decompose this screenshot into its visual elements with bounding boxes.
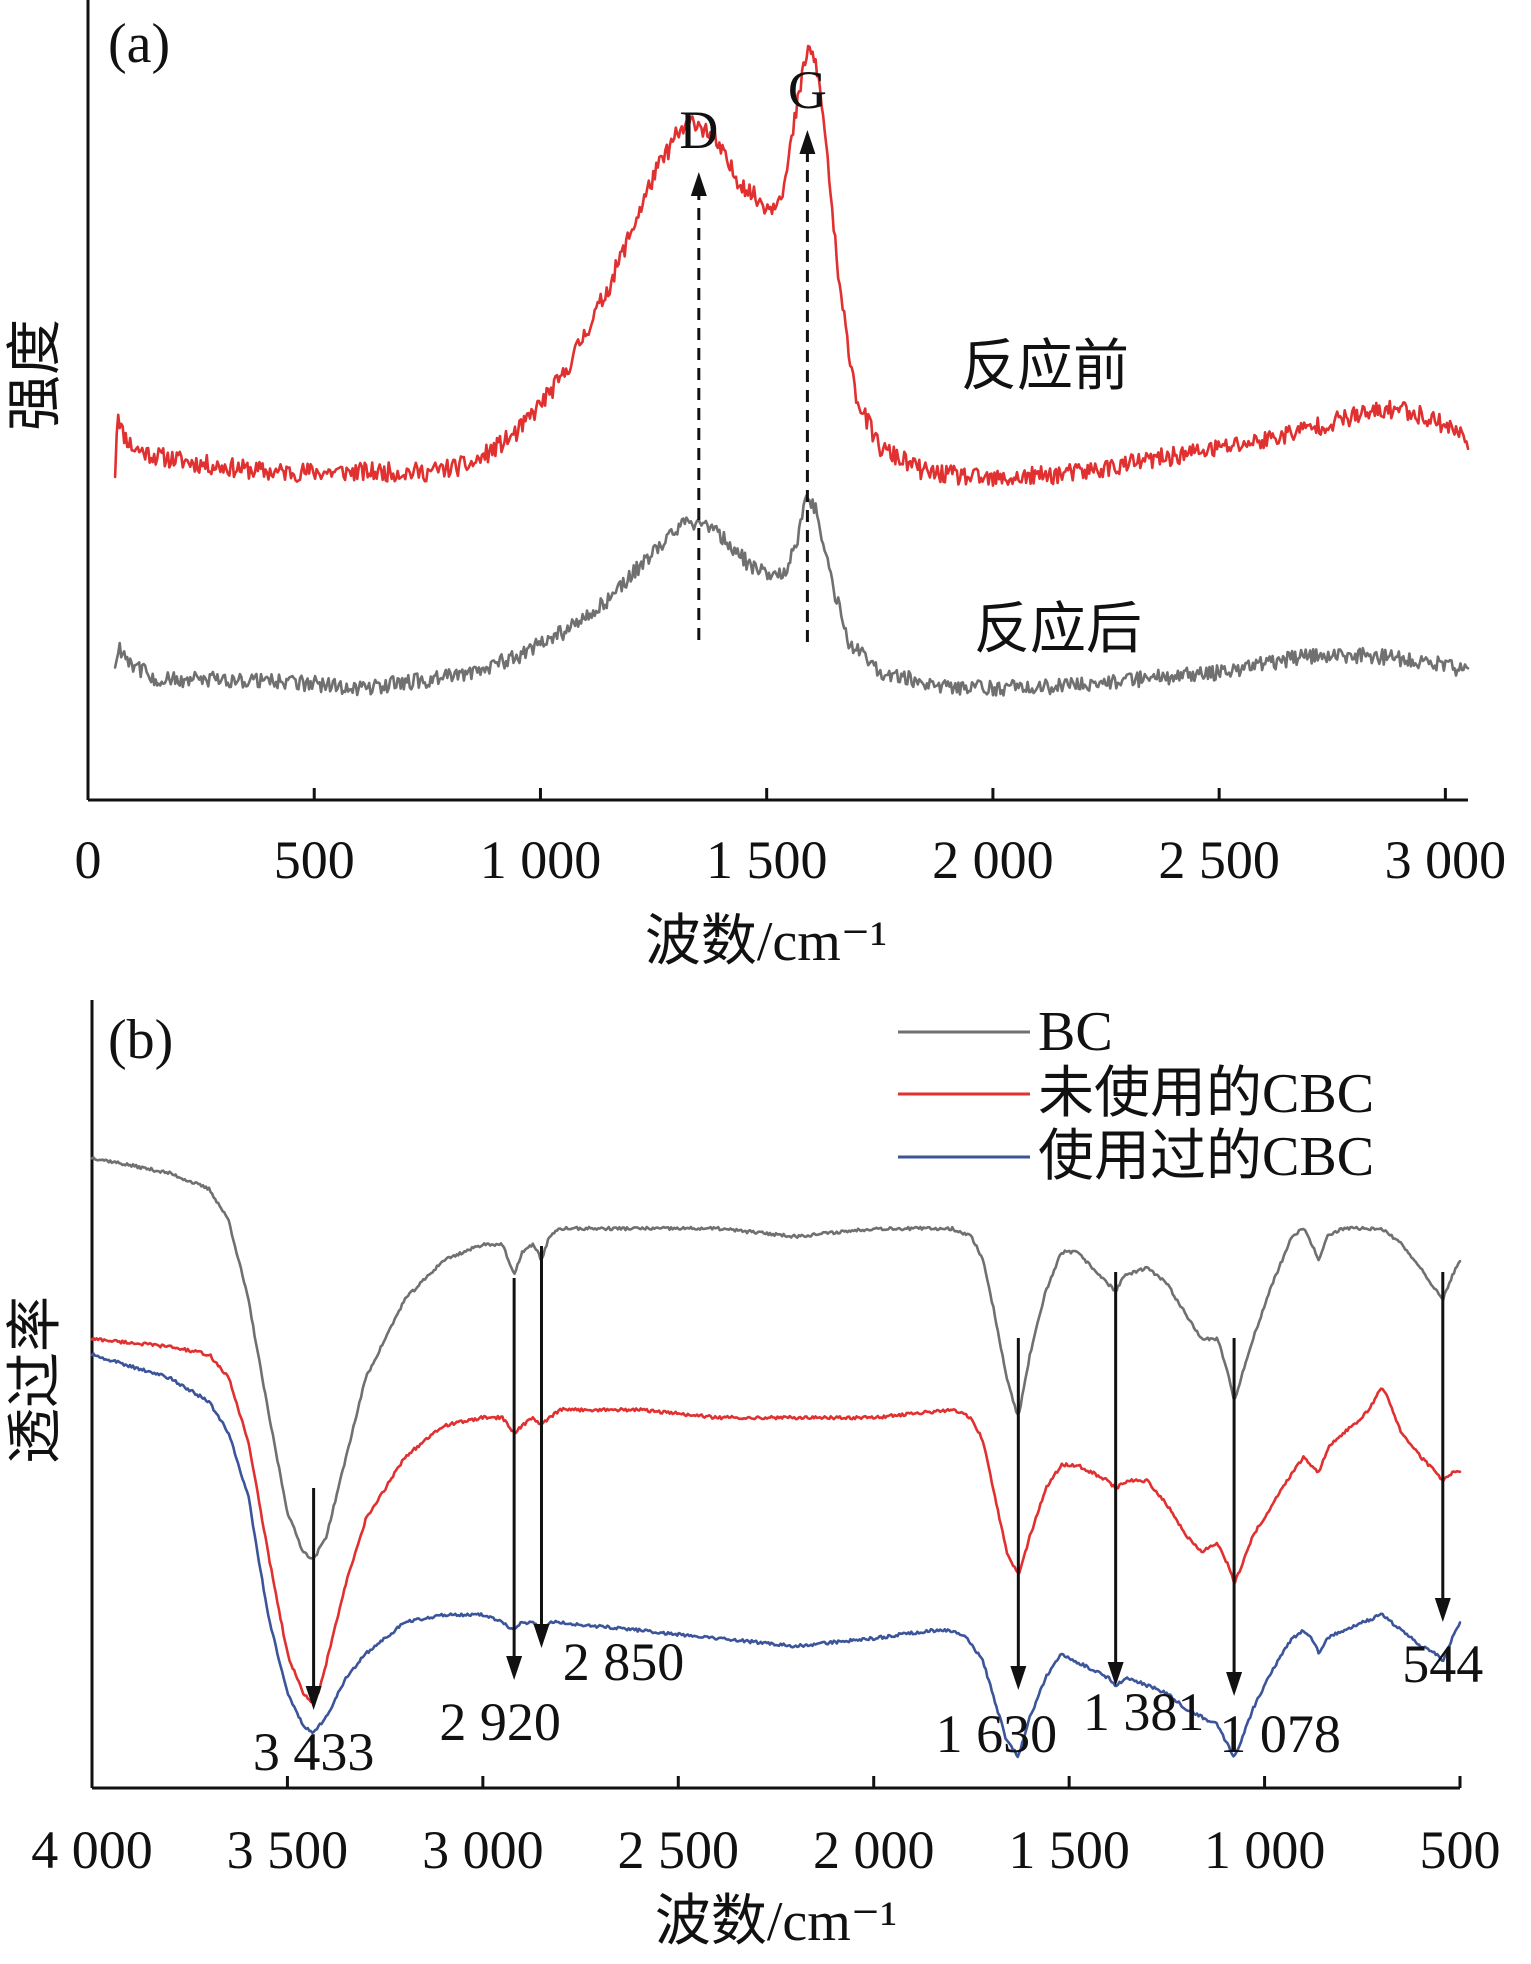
x-tick-label: 500	[274, 830, 355, 890]
peak-arrow-head	[1226, 1672, 1243, 1696]
peak-label: 544	[1402, 1634, 1483, 1694]
x-tick-label: 3 000	[422, 1820, 544, 1880]
peak-arrow-head	[1107, 1662, 1124, 1686]
panel-b-y-axis-title: 透过率	[5, 1296, 67, 1464]
annotation-after-reaction: 反应后	[974, 599, 1142, 661]
peak-label: 2 920	[439, 1692, 561, 1752]
peak-label: 1 381	[1083, 1682, 1205, 1742]
x-tick-label: 2 500	[1158, 830, 1280, 890]
peak-label: 2 850	[563, 1632, 685, 1692]
panel-a-series-group	[113, 44, 1470, 697]
peak-arrow-head	[305, 1686, 322, 1710]
peak-label: 1 078	[1219, 1704, 1341, 1764]
x-tick-label: 1 000	[1204, 1820, 1326, 1880]
legend-label: BC	[1038, 1001, 1113, 1063]
peak-label-G: G	[788, 60, 827, 120]
annotation-before-reaction: 反应前	[961, 336, 1129, 398]
x-tick-label: 2 000	[932, 830, 1054, 890]
series-line-b-0	[90, 1156, 1462, 1560]
panel-a-x-axis-title: 波数/cm⁻¹	[645, 911, 887, 973]
series-line-a-0	[113, 44, 1470, 487]
panel-b-x-ticks	[90, 1776, 1462, 1788]
panel-b-x-tick-labels: 4 000 3 500 3 000 2 500 2 000 1 500 1 000 500	[31, 1820, 1500, 1880]
x-tick-label: 0	[75, 830, 102, 890]
panel-b-series-group	[90, 1156, 1462, 1759]
panel-a-x-ticks	[86, 788, 1447, 800]
panel-a-y-axis-title: 强度	[5, 319, 67, 431]
series-line-a-1	[113, 494, 1470, 697]
panel-b-ftir-chart: (b) 4 000 3 500 3 000 2 500 2 000 1 500 1 000 5…	[5, 1000, 1501, 1953]
x-tick-label: 3 500	[227, 1820, 349, 1880]
x-tick-label: 1 500	[706, 830, 828, 890]
series-line-b-1	[90, 1336, 1462, 1704]
peak-arrow-head	[533, 1624, 550, 1648]
panel-b-label: (b)	[108, 1009, 173, 1071]
panel-a-raman-chart: (a) 0 500 1 000 1 500 2 000 2 500 3 000 波数/cm⁻…	[5, 0, 1506, 973]
x-tick-label: 2 500	[618, 1820, 740, 1880]
panel-a-label: (a)	[108, 13, 170, 75]
legend-label: 未使用的CBC	[1038, 1063, 1374, 1125]
x-tick-label: 4 000	[31, 1820, 153, 1880]
panel-a-x-tick-labels: 0 500 1 000 1 500 2 000 2 500 3 000	[75, 830, 1507, 890]
x-tick-label: 2 000	[813, 1820, 935, 1880]
peak-arrow-head	[1010, 1666, 1027, 1690]
peak-label-D: D	[679, 100, 718, 160]
legend-label: 使用过的CBC	[1038, 1126, 1374, 1188]
peak-label: 3 433	[253, 1722, 375, 1782]
x-tick-label: 3 000	[1385, 830, 1507, 890]
peak-label: 1 630	[936, 1704, 1058, 1764]
series-line-b-2	[90, 1352, 1462, 1759]
peak-arrow-head	[1434, 1598, 1451, 1622]
peak-arrow-head-G	[799, 130, 816, 154]
x-tick-label: 1 500	[1008, 1820, 1130, 1880]
panel-b-x-axis-title: 波数/cm⁻¹	[655, 1891, 897, 1953]
x-tick-label: 500	[1420, 1820, 1501, 1880]
panel-a-peak-markers: DG	[679, 60, 827, 642]
peak-arrow-head-D	[690, 172, 707, 196]
x-tick-label: 1 000	[480, 830, 602, 890]
peak-arrow-head	[506, 1656, 523, 1680]
